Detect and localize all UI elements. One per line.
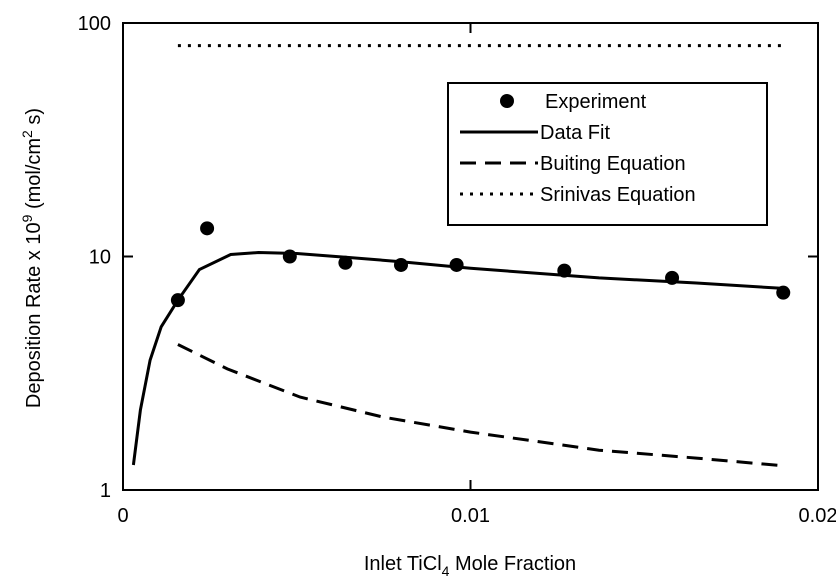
legend-label: Data Fit: [540, 122, 610, 144]
data-point: [338, 255, 353, 270]
x-label-sub: 4: [442, 563, 450, 579]
y-label-sup: 9: [19, 214, 35, 222]
legend-label: Srinivas Equation: [540, 184, 696, 206]
y-tick-label: 100: [78, 13, 111, 35]
legend-box: [447, 82, 768, 226]
y-label-part: Deposition Rate x 10: [23, 222, 45, 408]
x-label-part: Mole Fraction: [449, 553, 576, 575]
x-tick-label: 0.01: [451, 505, 490, 527]
legend-label: Buiting Equation: [540, 153, 686, 175]
data-point: [282, 249, 297, 264]
y-label-sup: 2: [19, 130, 35, 138]
data-line: [177, 343, 784, 468]
legend-label: Experiment: [545, 91, 647, 113]
y-tick-label: 10: [89, 247, 111, 269]
data-line: [131, 250, 784, 466]
x-tick-label: 0.02: [799, 505, 836, 527]
y-tick-label: 1: [100, 480, 111, 502]
y-label-part: s): [23, 108, 45, 130]
data-point: [200, 221, 215, 236]
legend-marker: [500, 94, 514, 108]
x-label-part: Inlet TiCl: [364, 553, 442, 575]
y-label-part: (mol/cm: [23, 138, 45, 215]
data-point: [449, 257, 464, 272]
y-axis-label: Deposition Rate x 109 (mol/cm2 s): [19, 108, 45, 408]
x-axis-label: Inlet TiCl4 Mole Fraction: [364, 553, 576, 579]
x-tick-label: 0: [117, 505, 128, 527]
